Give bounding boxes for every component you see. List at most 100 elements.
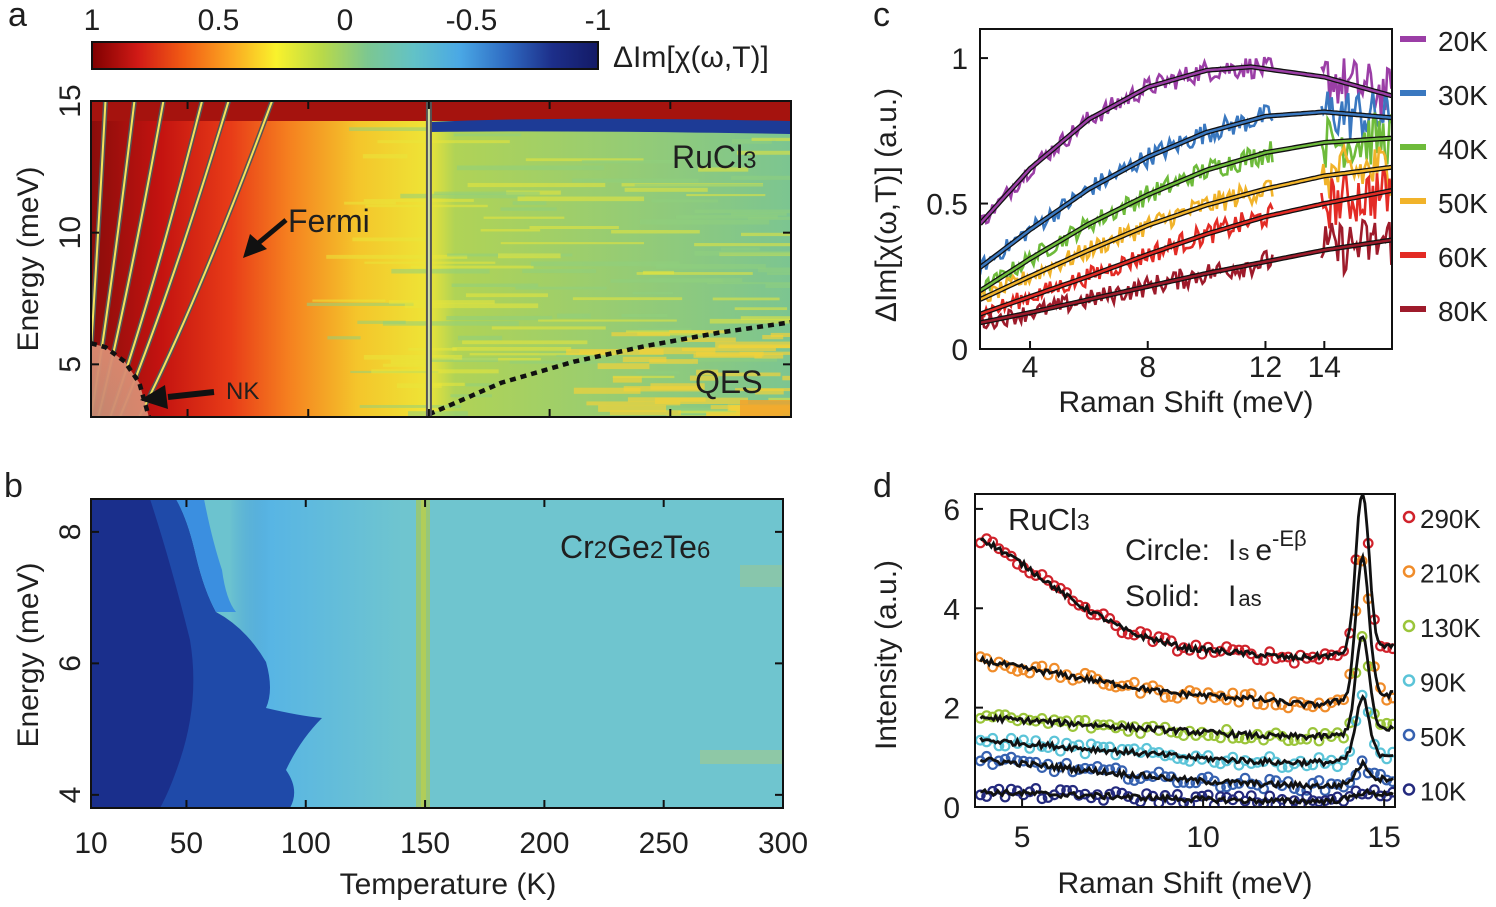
- texture-streak: [371, 369, 499, 374]
- texture-warm-streak: [639, 347, 716, 355]
- texture-streak: [720, 247, 760, 251]
- colorbar-tick-1: 0.5: [198, 4, 240, 37]
- texture-streak: [525, 158, 644, 162]
- panel-d-sample-label: RuCl3: [1008, 502, 1090, 537]
- panel-b-high-t-streak: [740, 565, 783, 587]
- panel-c-data-20K: [1320, 58, 1392, 119]
- texture-streak: [404, 303, 539, 309]
- texture-warm-streak: [762, 334, 784, 340]
- panel-a-rucl3: 5 10 15 Energy (meV) RuCl3 Fermi NK QES: [12, 84, 792, 418]
- texture-streak: [327, 336, 361, 340]
- panel-d-point-130K: [1301, 733, 1313, 745]
- texture-warm-streak: [681, 347, 776, 352]
- panel-d-point-10K: [1165, 794, 1177, 806]
- panel-b-ytick-label-0: 4: [54, 787, 87, 804]
- texture-streak: [382, 363, 432, 367]
- texture-streak: [611, 230, 700, 234]
- texture-warm-streak: [573, 387, 641, 394]
- texture-streak: [465, 293, 548, 298]
- texture-warm-streak: [754, 353, 784, 359]
- texture-streak: [768, 397, 791, 401]
- panel-c-ytick-label-2: 1: [951, 43, 968, 76]
- texture-streak: [467, 182, 606, 188]
- panel-d-legend-label-290K: 290K: [1420, 504, 1481, 534]
- texture-warm-streak: [586, 401, 681, 406]
- formula-solid: Solid: Ias: [1125, 580, 1262, 613]
- panel-b-ytick-label-1: 6: [54, 655, 87, 672]
- panel-c-fit-50K: [980, 166, 1392, 301]
- panel-d-legend-marker-290K: [1402, 510, 1416, 524]
- panel-a-texture: [306, 127, 791, 417]
- panel-d-ytick-label-1: 2: [943, 693, 960, 726]
- texture-streak: [636, 272, 753, 275]
- texture-warm-streak: [622, 356, 667, 363]
- panel-d-legend-marker-210K: [1402, 565, 1416, 578]
- panel-c-legend-label-50K: 50K: [1438, 188, 1488, 219]
- texture-warm-streak: [695, 351, 764, 357]
- texture-streak: [388, 300, 495, 304]
- texture-streak: [391, 268, 490, 274]
- texture-streak: [692, 357, 778, 362]
- panel-d-point-130K: [1135, 728, 1146, 739]
- texture-streak: [740, 316, 791, 320]
- panel-d-legend-marker-50K: [1402, 728, 1416, 742]
- panel-c-legend-label-80K: 80K: [1438, 296, 1488, 327]
- qes-boundary: [428, 319, 791, 417]
- texture-streak: [306, 302, 414, 306]
- texture-streak: [556, 354, 587, 357]
- panel-d-line-290K: [979, 494, 1395, 663]
- panel-d-xlabel: Raman Shift (meV): [1057, 867, 1312, 900]
- panel-d: 5 10 15 0 2 4 6 290K 210K 130K 90K 50K 10K RuCl3 Ci…: [870, 493, 1481, 900]
- panel-c-xtick-label-1: 8: [1139, 351, 1156, 384]
- texture-streak: [451, 283, 539, 287]
- texture-warm-streak: [680, 337, 736, 342]
- panel-d-ytick-label-0: 0: [943, 792, 960, 825]
- panel-b-xtick-label-0: 10: [74, 827, 107, 860]
- texture-streak: [352, 237, 427, 242]
- texture-streak: [624, 187, 708, 192]
- texture-streak: [637, 332, 710, 336]
- nk-region: [91, 343, 149, 417]
- panel-c-data-20K: [980, 56, 1274, 225]
- panel-d-point-10K: [1036, 793, 1048, 805]
- texture-streak: [581, 160, 679, 164]
- texture-streak: [465, 383, 497, 387]
- panel-d-point-50K: [1208, 775, 1220, 787]
- panel-d-xtick-label-2: 15: [1367, 821, 1400, 854]
- panel-c-data-40K: [980, 141, 1274, 298]
- texture-corner: [740, 400, 791, 417]
- texture-streak: [758, 267, 791, 273]
- panel-d-point-130K: [1079, 714, 1091, 726]
- panel-d-point-50K: [1018, 755, 1029, 767]
- colorbar-tick-2: 0: [337, 4, 354, 37]
- panel-b-xtick-label-5: 250: [639, 827, 689, 860]
- panel-d-point-210K: [1338, 694, 1349, 706]
- panel-d-ylabel: Intensity (a.u.): [870, 560, 903, 750]
- colorbar-tick-0: 1: [84, 4, 101, 37]
- texture-streak: [634, 183, 764, 187]
- panel-d-point-50K: [1362, 767, 1374, 779]
- texture-streak: [612, 375, 675, 379]
- panel-a-blue-band: [430, 118, 790, 134]
- texture-streak: [382, 321, 519, 326]
- panel-c-fit-40K: [980, 136, 1392, 292]
- panel-b-ticks: 10 50 100 150 200 250 300 4 6 8: [54, 499, 808, 860]
- texture-warm-streak: [611, 332, 671, 337]
- panel-d-point-90K: [1085, 738, 1097, 750]
- texture-streak: [408, 411, 468, 417]
- panel-a-ytick-label-0: 5: [54, 356, 87, 373]
- panel-label-c: c: [873, 0, 890, 34]
- panel-b-xlabel: Temperature (K): [340, 868, 557, 901]
- panel-a-ylabel: Energy (meV): [12, 166, 45, 351]
- texture-streak: [538, 319, 677, 322]
- panel-d-point-10K: [1054, 784, 1066, 796]
- texture-streak: [731, 212, 787, 216]
- texture-streak: [498, 253, 561, 259]
- panel-c-ytick-label-1: 0.5: [926, 189, 968, 222]
- texture-warm-streak: [696, 369, 719, 376]
- panel-d-line-10K: [979, 787, 1394, 807]
- panel-d-point-290K: [1358, 494, 1366, 496]
- panel-c-frame: [979, 28, 1393, 350]
- panel-d-point-130K: [1073, 715, 1085, 726]
- nk-label: NK: [226, 378, 259, 405]
